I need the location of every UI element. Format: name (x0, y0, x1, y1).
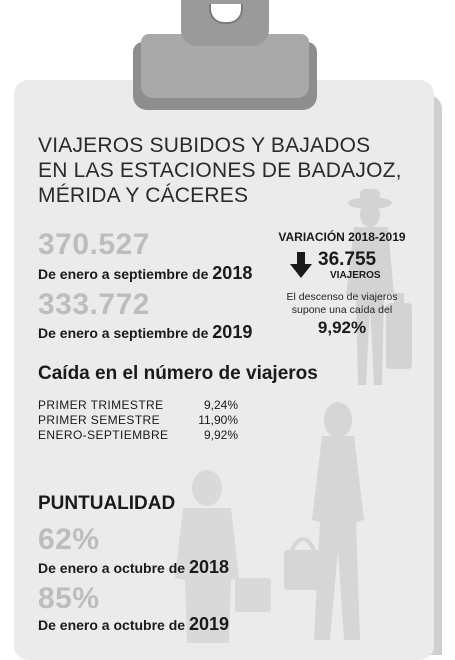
drop-row: PRIMER SEMESTRE 11,90% (38, 413, 238, 428)
punctuality-2019-caption: De enero a octubre de 2019 (38, 614, 229, 635)
caption-year: 2018 (188, 557, 229, 577)
caption-text: De enero a septiembre de (38, 266, 213, 282)
variation-value: 36.755 (318, 249, 377, 270)
variation-description-line: El descenso de viajeros (286, 291, 398, 303)
title-line: MÉRIDA Y CÁCERES (38, 184, 249, 207)
travelers-2019-caption: De enero a septiembre de 2019 (38, 322, 252, 343)
variation-description-line: supone una caída del (291, 304, 393, 316)
traveler-hat-silhouette (346, 189, 412, 385)
punctuality-heading: PUNTUALIDAD (38, 493, 176, 514)
variation-percent: 9,92% (317, 318, 367, 337)
title-line: EN LAS ESTACIONES DE BADAJOZ, (38, 159, 402, 182)
traveler-woman-silhouette (284, 402, 364, 640)
caption-year: 2018 (212, 263, 253, 283)
drop-row-value: 11,90% (198, 413, 238, 427)
caption-text: De enero a octubre de (38, 617, 189, 633)
title-line: VIAJEROS SUBIDOS Y BAJADOS (38, 134, 371, 157)
arrow-down-icon (290, 252, 312, 278)
travelers-2018-value: 370.527 (38, 228, 150, 261)
drop-row: PRIMER TRIMESTRE 9,24% (38, 398, 238, 413)
drop-heading: Caída en el número de viajeros (38, 363, 318, 384)
caption-year: 2019 (212, 322, 253, 342)
travelers-2019-value: 333.772 (38, 288, 150, 321)
variation-description: El descenso de viajeros supone una caída… (272, 291, 412, 317)
caption-text: De enero a octubre de (38, 560, 189, 576)
drop-row-label: PRIMER SEMESTRE (38, 413, 161, 427)
clipboard-clip-hole (209, 4, 243, 24)
punctuality-2018-value: 62% (38, 523, 100, 556)
infographic-title: VIAJEROS SUBIDOS Y BAJADOS EN LAS ESTACI… (38, 133, 402, 208)
drop-row-label: ENERO-SEPTIEMBRE (38, 428, 169, 442)
variation-title: VARIACIÓN 2018-2019 (278, 230, 406, 244)
drop-row: ENERO-SEPTIEMBRE 9,92% (38, 428, 238, 443)
variation-unit: VIAJEROS (330, 270, 381, 281)
caption-text: De enero a septiembre de (38, 325, 213, 341)
drop-row-label: PRIMER TRIMESTRE (38, 398, 164, 412)
punctuality-2019-value: 85% (38, 582, 100, 615)
punctuality-2018-caption: De enero a octubre de 2018 (38, 557, 229, 578)
caption-year: 2019 (188, 614, 229, 634)
travelers-2018-caption: De enero a septiembre de 2018 (38, 263, 252, 284)
drop-row-value: 9,92% (203, 428, 238, 442)
drop-row-value: 9,24% (203, 398, 238, 412)
traveler-man-silhouette (175, 470, 271, 643)
